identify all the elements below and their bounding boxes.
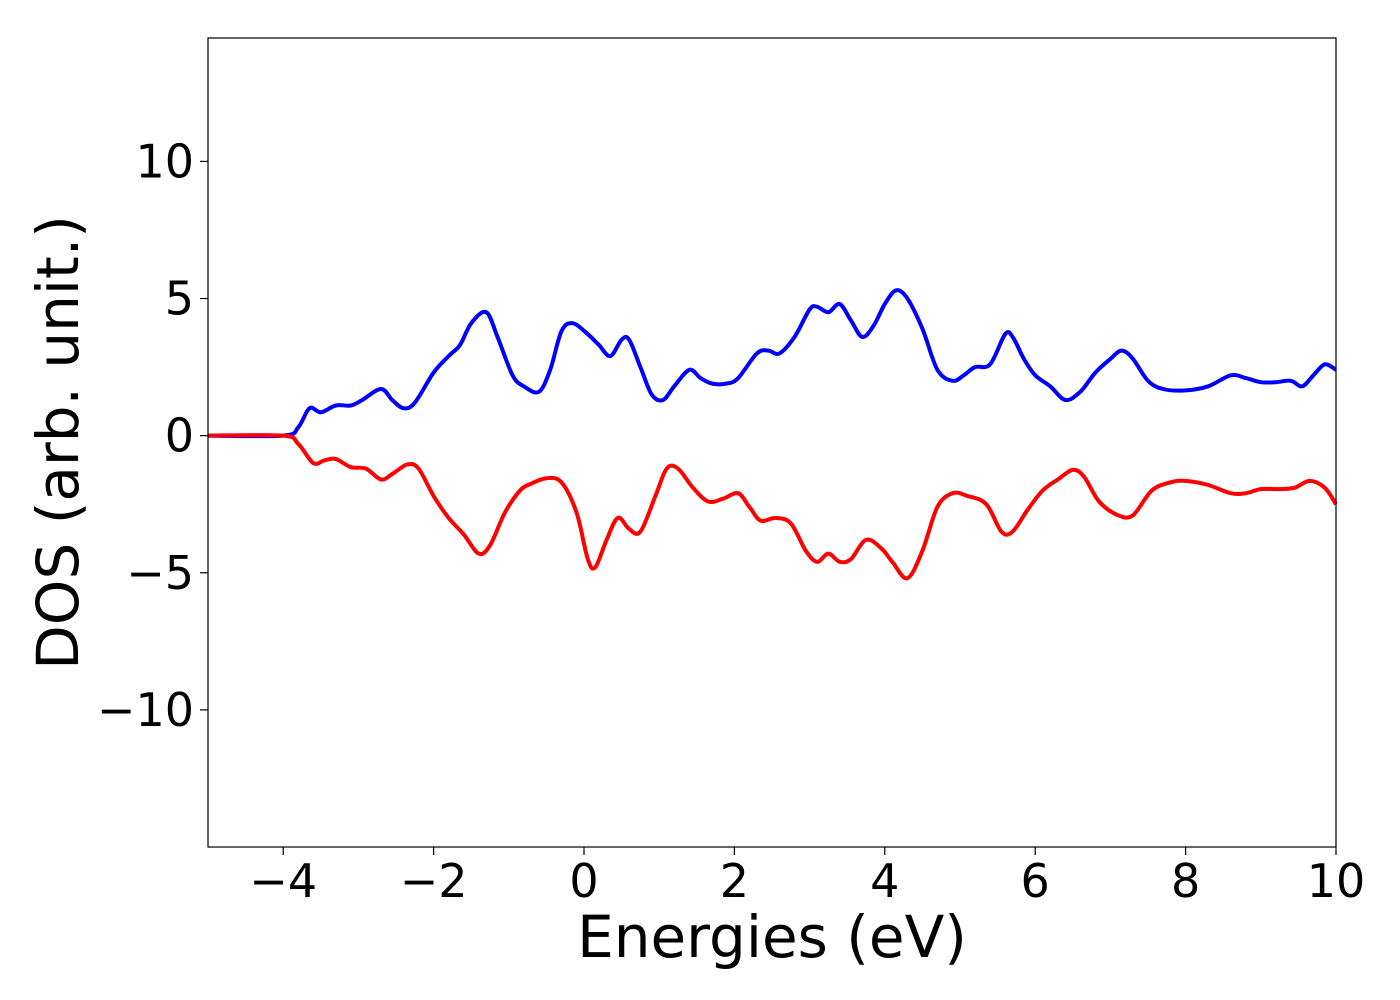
x-tick-label: −2 <box>400 854 468 908</box>
y-axis-label: DOS (arb. unit.) <box>24 215 92 670</box>
y-axis-ticks: 10 5 0 −5 −10 <box>97 134 208 737</box>
x-tick-label: 8 <box>1171 854 1200 908</box>
series-line-1 <box>207 288 1338 439</box>
x-tick-label: 4 <box>870 854 899 908</box>
x-tick-label: −4 <box>249 854 317 908</box>
y-tick-label: 10 <box>135 134 194 188</box>
y-tick-label: 0 <box>165 409 194 463</box>
plot-lines <box>207 288 1338 581</box>
y-tick-label: 5 <box>165 272 194 326</box>
x-tick-label: 2 <box>720 854 749 908</box>
x-axis-label: Energies (eV) <box>577 903 967 971</box>
y-tick-label: −10 <box>97 683 194 737</box>
x-tick-label: 0 <box>569 854 598 908</box>
x-axis-ticks: −4 −2 0 2 4 6 8 10 <box>249 847 1365 908</box>
x-tick-label: 10 <box>1307 854 1366 908</box>
series-line-2 <box>207 433 1338 581</box>
plot-frame <box>207 37 1337 848</box>
y-tick-label: −5 <box>126 546 194 600</box>
x-tick-label: 6 <box>1021 854 1050 908</box>
